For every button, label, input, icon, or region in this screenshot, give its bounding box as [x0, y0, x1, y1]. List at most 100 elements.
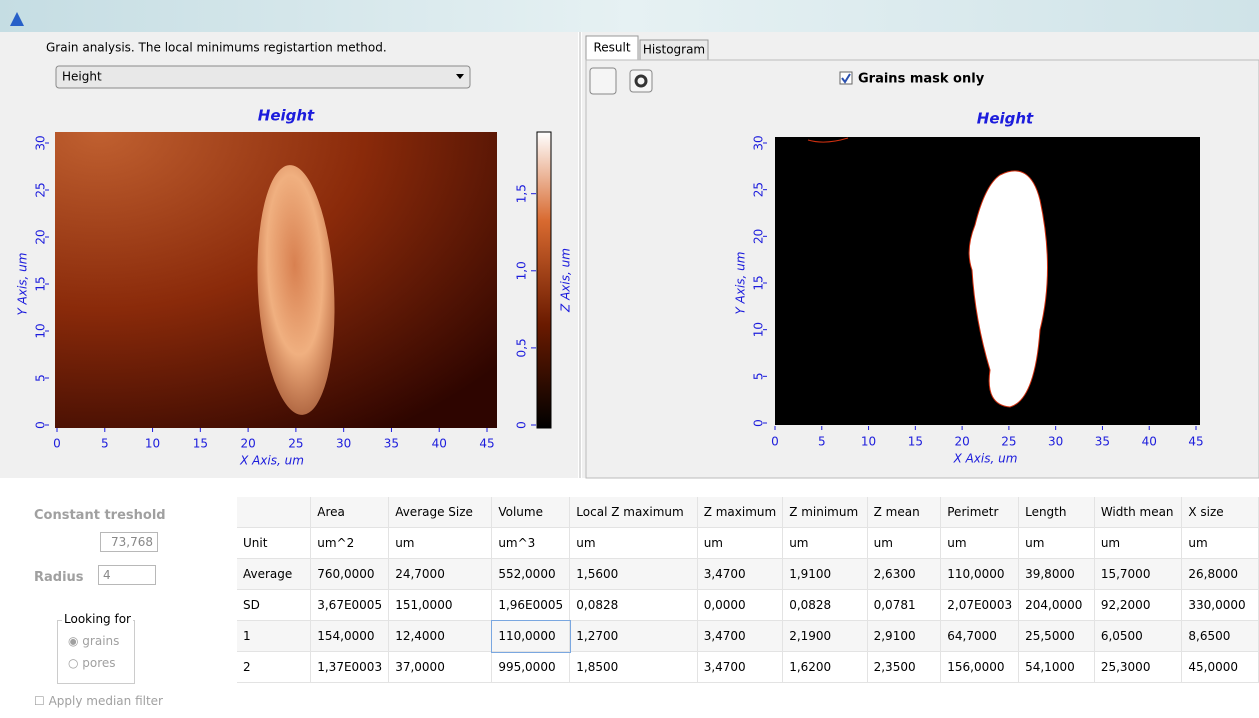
x-tick-label: 0 [53, 437, 61, 451]
table-cell: um [1019, 528, 1095, 559]
x-tick-label: 25 [288, 437, 303, 451]
y-tick-label: 20 [34, 229, 48, 244]
plot-title: Height [258, 107, 315, 125]
column-header: X size [1182, 497, 1259, 528]
table-cell: 3,67E0005 [311, 590, 389, 621]
radius-input[interactable]: 4 [98, 565, 156, 585]
table-cell: um [570, 528, 697, 559]
column-header: Local Z maximum [570, 497, 697, 528]
method-label: Grain analysis. The local minimums regis… [46, 41, 387, 55]
table-cell: 8,6500 [1182, 621, 1259, 652]
radio-pores[interactable]: ○ pores [68, 656, 116, 670]
row-label: Average [237, 559, 311, 590]
title-bar [0, 0, 1259, 32]
settings-button[interactable] [630, 70, 652, 92]
checkbox-label: Grains mask only [858, 72, 985, 87]
table-cell: 151,0000 [389, 590, 492, 621]
table-cell: um [867, 528, 941, 559]
app-window: Grain analysis. The local minimums regis… [0, 0, 1259, 718]
radio-grains[interactable]: ◉ grains [68, 634, 119, 648]
looking-for-group [57, 620, 135, 684]
table-cell: 24,7000 [389, 559, 492, 590]
y-tick-label: 0 [752, 419, 766, 427]
z-tick-label: 1,0 [515, 261, 529, 280]
z-tick-label: 1,5 [515, 184, 529, 203]
y-tick-label: 20 [752, 229, 766, 244]
x-tick-label: 35 [1095, 435, 1110, 449]
threshold-label: Constant treshold [34, 508, 166, 523]
x-tick-label: 30 [336, 437, 351, 451]
tab-label: Histogram [643, 43, 705, 57]
x-tick-label: 5 [818, 435, 826, 449]
corner-cell [237, 497, 311, 528]
x-tick-label: 35 [384, 437, 399, 451]
main-view: Grain analysis. The local minimums regis… [0, 0, 1259, 497]
x-tick-label: 40 [1142, 435, 1157, 449]
table-row: Unitum^2umum^3umumumumumumumum [237, 528, 1259, 559]
radio-label: grains [82, 634, 119, 648]
table-cell: 6,0500 [1094, 621, 1182, 652]
table-cell: 3,4700 [697, 621, 783, 652]
dropdown[interactable] [56, 66, 470, 88]
table-cell: 26,8000 [1182, 559, 1259, 590]
column-header: Width mean [1094, 497, 1182, 528]
median-filter[interactable]: ☐ Apply median filter [34, 694, 163, 708]
column-header: Perimetr [941, 497, 1019, 528]
table-cell: um [389, 528, 492, 559]
table-cell: 54,1000 [1019, 652, 1095, 683]
table-cell: um [1094, 528, 1182, 559]
table-cell: 1,9100 [783, 559, 867, 590]
column-header: Area [311, 497, 389, 528]
table-cell: 330,0000 [1182, 590, 1259, 621]
y-tick-label: 25 [34, 182, 48, 197]
table-cell: um^3 [492, 528, 570, 559]
table-cell: 92,2000 [1094, 590, 1182, 621]
y-tick-label: 25 [752, 182, 766, 197]
table-cell: 0,0828 [783, 590, 867, 621]
table-cell: um [697, 528, 783, 559]
table-cell: 156,0000 [941, 652, 1019, 683]
row-label: 2 [237, 652, 311, 683]
table-cell: 760,0000 [311, 559, 389, 590]
y-tick-label: 30 [34, 135, 48, 150]
x-tick-label: 40 [432, 437, 447, 451]
table-cell: 12,4000 [389, 621, 492, 652]
table-cell: 2,07E0003 [941, 590, 1019, 621]
row-label: SD [237, 590, 311, 621]
column-header: Length [1019, 497, 1095, 528]
column-header: Z mean [867, 497, 941, 528]
z-tick-label: 0,5 [515, 338, 529, 357]
table-cell: 1,96E0005 [492, 590, 570, 621]
x-tick-label: 5 [101, 437, 109, 451]
table-cell: 1,6200 [783, 652, 867, 683]
table-cell: 204,0000 [1019, 590, 1095, 621]
table-cell: 1,37E0003 [311, 652, 389, 683]
column-header: Z maximum [697, 497, 783, 528]
y-tick-label: 30 [752, 135, 766, 150]
table-cell: 25,5000 [1019, 621, 1095, 652]
y-tick-label: 5 [34, 374, 48, 382]
table-cell: 45,0000 [1182, 652, 1259, 683]
table-cell: um [1182, 528, 1259, 559]
table-cell: 37,0000 [389, 652, 492, 683]
checkbox-label: Apply median filter [49, 694, 163, 708]
y-tick-label: 10 [34, 323, 48, 338]
x-axis-label: X Axis, um [239, 454, 304, 468]
export-button[interactable] [590, 68, 616, 94]
table-cell: 2,9100 [867, 621, 941, 652]
y-tick-label: 0 [34, 421, 48, 429]
y-tick-label: 15 [34, 276, 48, 291]
x-axis-label: X Axis, um [953, 452, 1018, 466]
threshold-input[interactable]: 73,768 [100, 532, 158, 552]
x-tick-label: 15 [908, 435, 923, 449]
tab-label: Result [593, 41, 630, 55]
table-cell: 0,0828 [570, 590, 697, 621]
row-label: 1 [237, 621, 311, 652]
table-cell: 2,3500 [867, 652, 941, 683]
table-cell: 3,4700 [697, 559, 783, 590]
column-header: Average Size [389, 497, 492, 528]
